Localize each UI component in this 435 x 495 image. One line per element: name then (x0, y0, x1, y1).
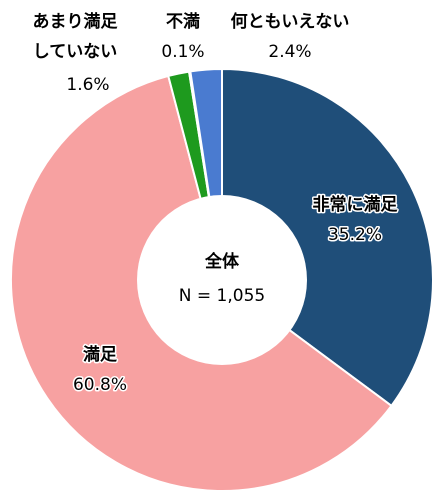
donut-hole (137, 195, 307, 365)
value-label: 35.2% (328, 225, 382, 245)
value-label: 0.1% (161, 42, 204, 62)
slice-label: あまり満足していない (33, 11, 118, 62)
center-title: 全体 (204, 251, 240, 272)
value-label: 60.8% (73, 375, 127, 395)
slice-label: 不満 (166, 11, 200, 32)
center-count: N = 1,055 (179, 286, 265, 306)
slice-label: 満足 (83, 344, 117, 365)
slice-label: 何ともいえない (231, 11, 350, 32)
value-label: 1.6% (66, 75, 109, 95)
slice (221, 67, 434, 408)
value-label: 2.4% (268, 42, 311, 62)
slice-label: 非常に満足 (313, 194, 398, 215)
